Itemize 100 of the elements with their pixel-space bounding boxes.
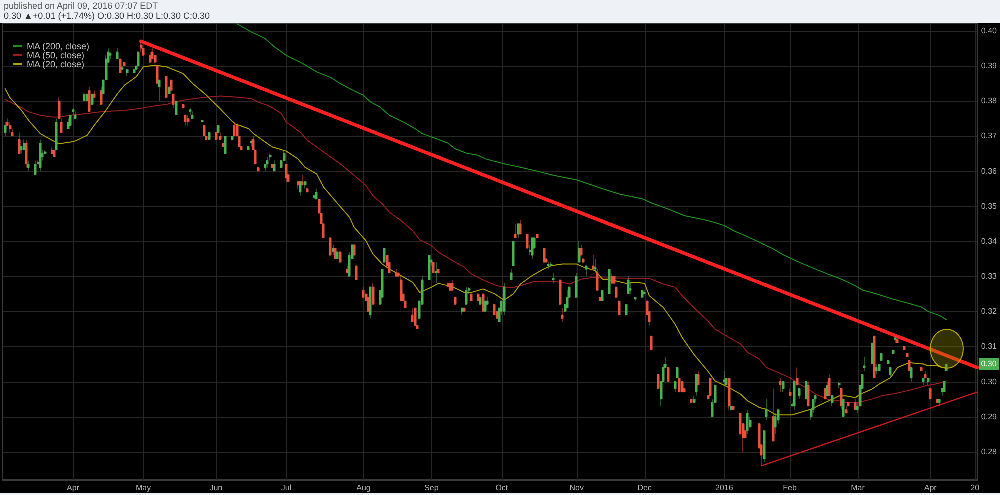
candlestick <box>772 388 775 442</box>
y-tick-label: 0.30 <box>981 377 998 386</box>
candlestick <box>945 364 948 372</box>
candlestick <box>503 283 506 316</box>
candlestick <box>451 280 454 291</box>
candlestick <box>566 290 569 308</box>
candlestick <box>774 413 777 435</box>
candlestick <box>257 168 260 172</box>
candlestick <box>678 378 681 393</box>
candlestick <box>219 132 222 140</box>
candlestick <box>493 304 496 316</box>
candlestick <box>23 140 26 151</box>
candlestick <box>109 52 112 60</box>
candlestick <box>894 336 897 344</box>
candlestick <box>938 399 941 407</box>
candlestick <box>435 262 438 284</box>
candlestick <box>39 140 42 172</box>
candlestick <box>299 182 302 196</box>
candlestick <box>847 402 850 407</box>
candlestick <box>863 356 866 372</box>
x-tick-label: 2016 <box>716 484 734 492</box>
candlestick <box>695 374 698 396</box>
candlestick <box>763 430 766 463</box>
candlestick <box>372 283 375 305</box>
candlestick <box>465 286 468 305</box>
y-tick-label: 0.37 <box>981 132 998 141</box>
candlestick <box>690 399 693 404</box>
candlestick <box>543 248 546 263</box>
y-tick-label: 0.39 <box>981 62 998 71</box>
candlestick <box>83 94 86 102</box>
candlestick <box>25 140 28 168</box>
candlestick <box>285 164 288 182</box>
candlestick <box>798 388 801 400</box>
candlestick <box>461 308 464 316</box>
candlestick <box>782 382 785 393</box>
candlestick <box>158 80 161 102</box>
candlestick <box>943 382 946 393</box>
candlestick <box>172 94 175 108</box>
candlestick <box>88 86 91 112</box>
candlestick <box>334 248 337 260</box>
candlestick <box>482 294 485 312</box>
candlestick <box>51 146 54 154</box>
candlestick <box>184 114 187 126</box>
candlestick <box>273 160 276 172</box>
candlestick <box>575 272 578 298</box>
candlestick <box>732 406 735 410</box>
candlestick <box>484 300 487 312</box>
x-tick-label: Feb <box>783 484 798 492</box>
candlestick <box>297 182 300 190</box>
candlestick <box>369 286 372 319</box>
candlestick <box>170 80 173 91</box>
x-tick-label: Nov <box>570 484 584 492</box>
candlestick <box>477 294 480 302</box>
y-tick-label: 0.35 <box>981 202 998 211</box>
legend-label: MA (50, close) <box>27 50 85 60</box>
candlestick <box>224 136 227 154</box>
candlestick <box>187 114 190 126</box>
candlestick <box>519 220 522 235</box>
candlestick <box>873 336 876 379</box>
candlestick <box>9 122 12 133</box>
candlestick <box>657 374 660 390</box>
candlestick <box>69 114 72 126</box>
x-tick-label: Jun <box>210 484 223 492</box>
candlestick <box>400 276 403 302</box>
candlestick <box>336 252 339 260</box>
candlestick <box>611 272 614 284</box>
candlestick <box>709 378 712 396</box>
y-tick-label: 0.34 <box>981 236 998 246</box>
candlestick <box>824 388 827 400</box>
candlestick <box>266 157 269 168</box>
candlestick <box>432 262 435 274</box>
y-tick-label: 0.32 <box>981 307 998 316</box>
candlestick <box>339 252 342 263</box>
legend-label: MA (200, close) <box>27 42 90 52</box>
candlestick <box>514 224 517 238</box>
text: published on April 09, 2016 07:07 EDT <box>4 1 158 11</box>
candlestick <box>746 410 749 435</box>
candlestick <box>643 290 646 294</box>
candlestick <box>306 188 309 193</box>
candlestick <box>627 276 630 294</box>
candlestick <box>793 382 796 410</box>
candlestick <box>892 350 895 354</box>
candlestick <box>723 371 726 386</box>
candlestick <box>674 382 677 393</box>
y-tick-label: 0.38 <box>981 96 998 106</box>
candlestick <box>191 111 194 119</box>
candlestick <box>168 86 171 94</box>
candlestick <box>447 283 450 288</box>
candlestick <box>880 353 883 361</box>
y-tick-label: 0.36 <box>981 166 998 176</box>
candlestick <box>437 269 440 274</box>
candlestick <box>133 69 136 74</box>
x-tick-label: Sep <box>424 484 440 492</box>
candlestick <box>641 290 644 298</box>
x-tick-label: Apr <box>924 484 938 492</box>
candlestick <box>875 364 878 376</box>
candlestick <box>831 396 834 407</box>
candlestick <box>203 125 206 136</box>
candlestick <box>697 371 700 386</box>
candlestick <box>550 262 553 266</box>
